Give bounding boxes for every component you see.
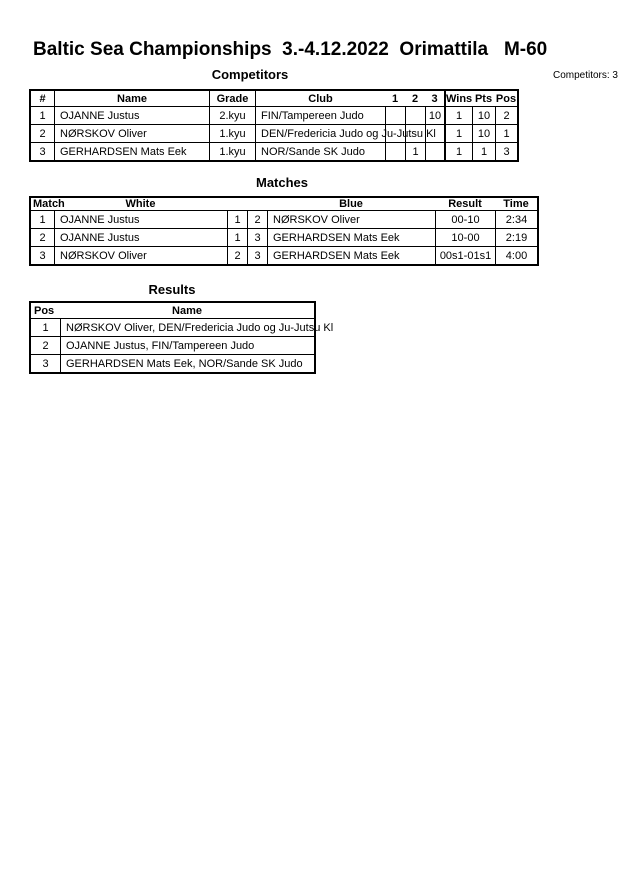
competitor-position-cell: 3 [495, 142, 517, 160]
competitors-table: # Name Grade Club 1 2 3 Wins Pts Pos 1 O… [29, 89, 519, 162]
competitor-club-cell: FIN/Tampereen Judo [255, 106, 385, 124]
white-seed-cell: 1 [227, 228, 247, 246]
competitor-position-cell: 1 [495, 124, 517, 142]
competitor-points-cell: 10 [472, 124, 495, 142]
blue-player-cell: GERHARDSEN Mats Eek [267, 228, 435, 246]
competitor-position-cell: 2 [495, 106, 517, 124]
blue-number-column-header [247, 198, 267, 210]
white-player-cell: NØRSKOV Oliver [54, 246, 227, 264]
opponent-2-column-header: 2 [411, 92, 419, 105]
wins-column-header: Wins [444, 91, 473, 106]
blue-player-cell: GERHARDSEN Mats Eek [267, 246, 435, 264]
competitor-row: 3 GERHARDSEN Mats Eek 1.kyu NOR/Sande SK… [31, 142, 517, 160]
competitor-row: 1 OJANNE Justus 2.kyu FIN/Tampereen Judo… [31, 106, 517, 124]
crosstable-cell-3 [425, 142, 444, 160]
white-seed-cell: 1 [227, 210, 247, 228]
position-column-header: Pos [495, 92, 517, 105]
crosstable-cell-2 [405, 106, 425, 124]
page-title: Baltic Sea Championships 3.-4.12.2022 Or… [33, 39, 548, 60]
crosstable-cell-1 [385, 142, 405, 160]
competitors-section-label: Competitors [211, 67, 289, 82]
time-column-header: Time [503, 198, 529, 210]
crosstable-cell-3 [425, 124, 444, 142]
competitor-number-cell: 1 [31, 106, 54, 124]
match-number-cell: 1 [31, 210, 54, 228]
result-name-cell: OJANNE Justus, FIN/Tampereen Judo [60, 336, 314, 354]
results-section-label: Results [148, 282, 196, 297]
opponent-3-column-header: 3 [431, 92, 438, 105]
competitor-club-cell: NOR/Sande SK Judo [255, 142, 385, 160]
result-position-cell: 2 [31, 336, 60, 354]
grade-column-header: Grade [209, 91, 255, 106]
club-column-header: Club [255, 91, 385, 106]
white-number-column-header [227, 198, 247, 210]
competitor-club-cell: DEN/Fredericia Judo og Ju-Jutsu Kl [255, 124, 436, 142]
result-row: 1 NØRSKOV Oliver, DEN/Fredericia Judo og… [31, 318, 333, 336]
result-position-cell: 3 [31, 354, 60, 372]
white-player-cell: OJANNE Justus [54, 228, 227, 246]
points-column-header: Pts [474, 92, 493, 105]
match-time-cell: 4:00 [495, 246, 537, 264]
competitor-wins-cell: 1 [444, 124, 472, 142]
white-player-cell: OJANNE Justus [54, 210, 227, 228]
result-row: 3 GERHARDSEN Mats Eek, NOR/Sande SK Judo [31, 354, 314, 372]
blue-seed-cell: 2 [247, 210, 267, 228]
crosstable-cell-1 [385, 106, 405, 124]
match-result-cell: 00s1-01s1 [435, 246, 495, 264]
crosstable-cell-3: 10 [425, 106, 444, 124]
result-name-cell: NØRSKOV Oliver, DEN/Fredericia Judo og J… [60, 318, 333, 336]
result-column-header: Result [448, 198, 482, 210]
competitor-number-cell: 2 [31, 124, 54, 142]
result-position-cell: 1 [31, 318, 60, 336]
white-column-header: White [125, 198, 156, 210]
match-result-cell: 00-10 [435, 210, 495, 228]
match-number-cell: 2 [31, 228, 54, 246]
competitor-grade-cell: 2.kyu [209, 106, 255, 124]
blue-player-cell: NØRSKOV Oliver [267, 210, 435, 228]
matches-table: Match White Blue Result Time 1 OJANNE Ju… [29, 196, 539, 266]
crosstable-cell-2 [405, 124, 425, 142]
match-row: 3 NØRSKOV Oliver 2 3 GERHARDSEN Mats Eek… [31, 246, 537, 264]
results-table: Pos Name 1 NØRSKOV Oliver, DEN/Frederici… [29, 301, 333, 374]
match-result-cell: 10-00 [435, 228, 495, 246]
competitor-grade-cell: 1.kyu [209, 142, 255, 160]
match-row: 2 OJANNE Justus 1 3 GERHARDSEN Mats Eek … [31, 228, 537, 246]
crosstable-cell-1 [385, 124, 405, 142]
competitor-name-cell: NØRSKOV Oliver [54, 124, 209, 142]
competitor-row: 2 NØRSKOV Oliver 1.kyu DEN/Fredericia Ju… [31, 124, 517, 142]
opponent-1-column-header: 1 [391, 92, 399, 105]
result-row: 2 OJANNE Justus, FIN/Tampereen Judo [31, 336, 314, 354]
number-column-header: # [39, 92, 46, 105]
competitor-wins-cell: 1 [444, 142, 472, 160]
competitor-number-cell: 3 [31, 142, 54, 160]
name-column-header: Name [54, 91, 209, 106]
match-column-header: Match [33, 198, 65, 210]
crosstable-cell-2: 1 [405, 142, 425, 160]
competitor-points-cell: 10 [472, 106, 495, 124]
matches-section-label: Matches [255, 175, 309, 190]
position-column-header: Pos [34, 304, 55, 317]
name-column-header: Name [172, 304, 202, 317]
match-time-cell: 2:19 [495, 228, 537, 246]
result-name-cell: GERHARDSEN Mats Eek, NOR/Sande SK Judo [60, 354, 314, 372]
competitor-points-cell: 1 [472, 142, 495, 160]
competitor-wins-cell: 1 [444, 106, 472, 124]
results-header-row: Pos Name [31, 303, 314, 318]
white-seed-cell: 2 [227, 246, 247, 264]
competitor-name-cell: OJANNE Justus [54, 106, 209, 124]
competitor-grade-cell: 1.kyu [209, 124, 255, 142]
competitors-count: Competitors: 3 [552, 70, 618, 81]
match-number-cell: 3 [31, 246, 54, 264]
blue-seed-cell: 3 [247, 246, 267, 264]
match-time-cell: 2:34 [495, 210, 537, 228]
blue-seed-cell: 3 [247, 228, 267, 246]
matches-header-row: Match White Blue Result Time [31, 198, 537, 210]
match-row: 1 OJANNE Justus 1 2 NØRSKOV Oliver 00-10… [31, 210, 537, 228]
competitor-name-cell: GERHARDSEN Mats Eek [54, 142, 209, 160]
competitors-header-row: # Name Grade Club 1 2 3 Wins Pts Pos [31, 91, 517, 106]
blue-column-header: Blue [339, 198, 363, 210]
